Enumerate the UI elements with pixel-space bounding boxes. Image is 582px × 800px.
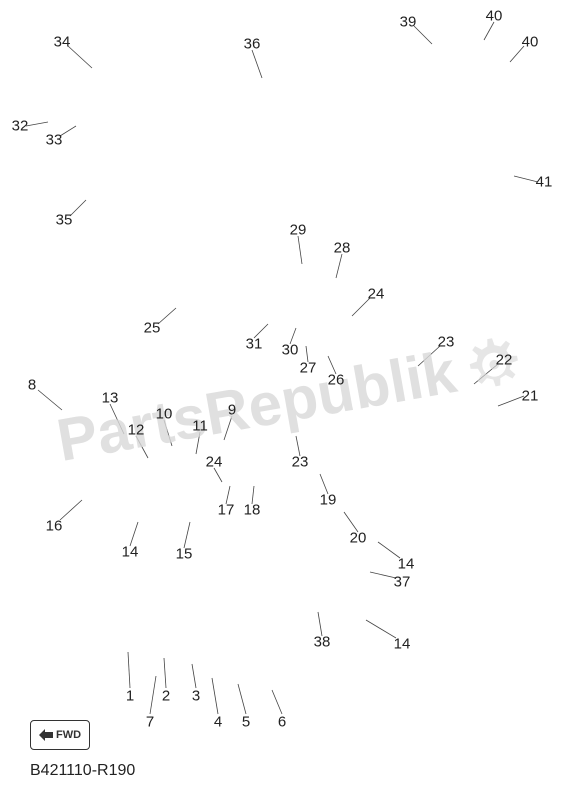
callout-17: 17 — [218, 502, 235, 519]
callout-20: 20 — [350, 530, 367, 547]
callout-23: 23 — [438, 334, 455, 351]
callout-10: 10 — [156, 406, 173, 423]
callout-34: 34 — [54, 34, 71, 51]
callout-24: 24 — [368, 286, 385, 303]
callout-22: 22 — [496, 352, 513, 369]
callout-33: 33 — [46, 132, 63, 149]
callout-36: 36 — [244, 36, 261, 53]
callout-29: 29 — [290, 222, 307, 239]
callout-2: 2 — [162, 688, 170, 705]
callout-11: 11 — [192, 418, 208, 435]
callout-14: 14 — [398, 556, 415, 573]
callout-6: 6 — [278, 714, 286, 731]
callout-35: 35 — [56, 212, 73, 229]
callout-30: 30 — [282, 342, 299, 359]
callout-41: 41 — [536, 174, 553, 191]
callout-18: 18 — [244, 502, 261, 519]
callout-1: 1 — [126, 688, 134, 705]
callout-24: 24 — [206, 454, 223, 471]
callout-40: 40 — [486, 8, 503, 25]
callout-4: 4 — [214, 714, 222, 731]
callout-14: 14 — [122, 544, 139, 561]
callout-12: 12 — [128, 422, 145, 439]
callout-40: 40 — [522, 34, 539, 51]
callout-14: 14 — [394, 636, 411, 653]
fwd-label: FWD — [56, 729, 81, 741]
callout-9: 9 — [228, 402, 236, 419]
callout-3: 3 — [192, 688, 200, 705]
callout-5: 5 — [242, 714, 250, 731]
callout-23: 23 — [292, 454, 309, 471]
callout-39: 39 — [400, 14, 417, 31]
callout-15: 15 — [176, 546, 193, 563]
callout-16: 16 — [46, 518, 63, 535]
callout-32: 32 — [12, 118, 29, 135]
callout-8: 8 — [28, 377, 36, 394]
callout-31: 31 — [246, 336, 263, 353]
callout-27: 27 — [300, 360, 317, 377]
callout-13: 13 — [102, 390, 119, 407]
exploded-diagram — [0, 0, 582, 800]
part-number: B421110-R190 — [30, 762, 135, 780]
fwd-badge: FWD — [30, 720, 90, 750]
arrow-icon — [39, 729, 53, 741]
callout-37: 37 — [394, 574, 411, 591]
callout-38: 38 — [314, 634, 331, 651]
callout-25: 25 — [144, 320, 161, 337]
callout-26: 26 — [328, 372, 345, 389]
callout-19: 19 — [320, 492, 337, 509]
callout-7: 7 — [146, 714, 154, 731]
callout-21: 21 — [522, 388, 539, 405]
callout-28: 28 — [334, 240, 351, 257]
